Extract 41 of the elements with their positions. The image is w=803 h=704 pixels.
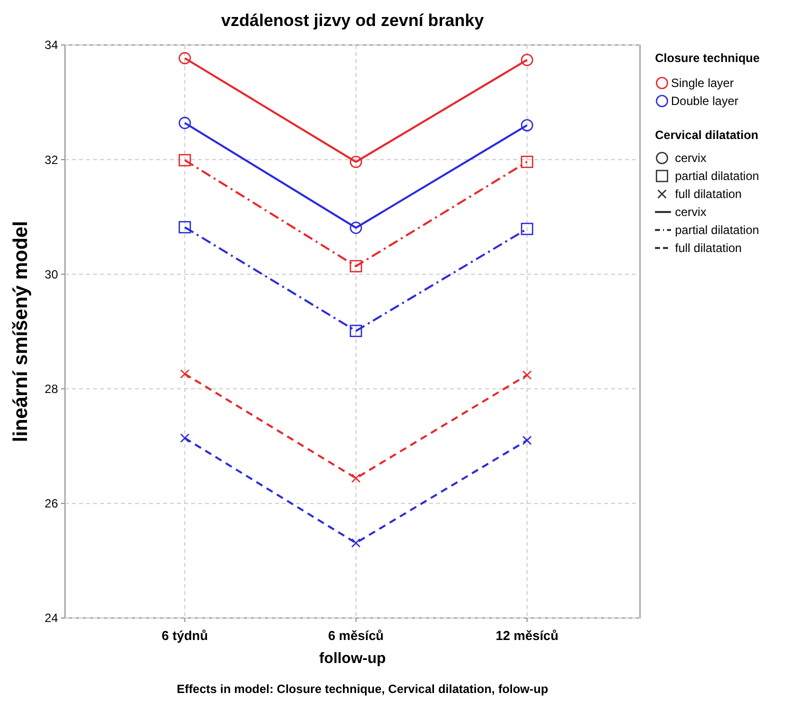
text: Effects in model: Closure technique, Cervical dilatation, folow-up: [176, 682, 548, 696]
point: [520, 119, 534, 132]
point: [351, 538, 361, 548]
point: [180, 369, 190, 379]
point: [180, 433, 190, 443]
x-tick-label: 6 týdnů: [162, 628, 208, 643]
point: [178, 221, 191, 234]
text: Cervical dilatation: [655, 128, 758, 142]
text: partial dilatation: [675, 169, 760, 184]
x-tick-label: 12 měsíců: [496, 628, 559, 643]
text: cervix: [675, 151, 706, 166]
legend-label: Single layer: [671, 76, 734, 90]
chart-title: vzdálenost jizvy od zevní branky: [221, 11, 484, 30]
y-tick-label: 34: [44, 38, 58, 52]
point: [350, 324, 362, 338]
y-axis-title: lineární smíšený model: [10, 220, 32, 442]
y-tick-label: 24: [44, 611, 58, 626]
point: [520, 156, 534, 168]
text: full dilatation: [675, 187, 742, 202]
text: cervix: [675, 205, 706, 220]
legend-label: Double layer: [671, 94, 738, 108]
point: [178, 116, 191, 130]
point: [178, 52, 191, 64]
text: full dilatation: [675, 241, 742, 256]
legend-title: Closure technique: [655, 51, 760, 65]
point: [350, 222, 362, 234]
y-tick-label: 28: [44, 382, 58, 396]
y-tick-label: 26: [44, 496, 58, 511]
text: partial dilatation: [675, 223, 760, 238]
point: [522, 436, 532, 446]
point: [520, 222, 534, 236]
point: [522, 370, 532, 380]
point: [178, 154, 191, 166]
x-tick-label: 6 měsíců: [328, 628, 384, 643]
point: [351, 474, 361, 483]
x-axis-title: follow-up: [319, 650, 386, 667]
y-tick-label: 32: [44, 152, 58, 167]
point: [350, 260, 362, 272]
point: [520, 54, 534, 66]
point: [350, 156, 362, 168]
y-tick-label: 30: [44, 267, 58, 282]
